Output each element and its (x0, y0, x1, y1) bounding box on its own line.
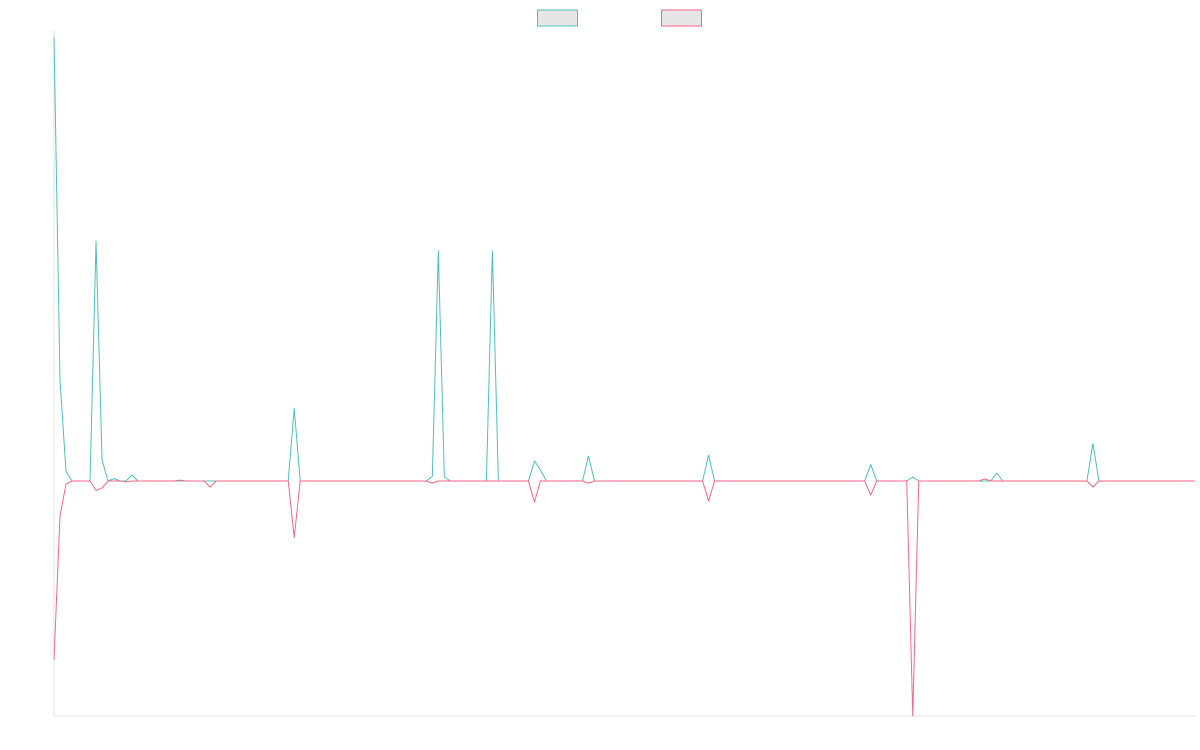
legend-swatch[interactable] (537, 9, 578, 27)
legend-swatch[interactable] (661, 9, 702, 27)
line-series (53, 36, 1195, 482)
line-series (53, 478, 1195, 717)
